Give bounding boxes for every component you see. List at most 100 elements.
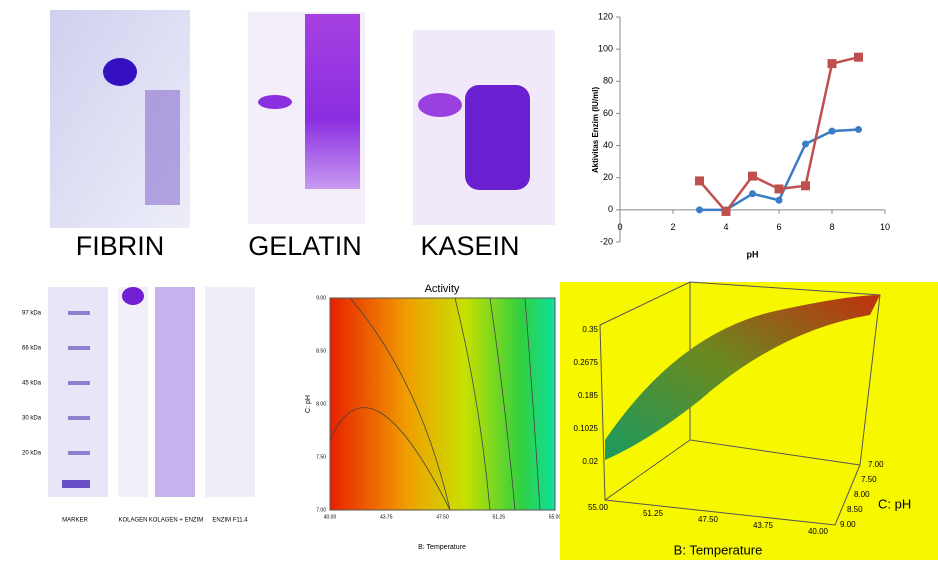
contour-lines (329, 297, 541, 511)
y-axis-label: C: pH (878, 496, 911, 511)
x-tick-label: 8 (829, 222, 834, 232)
y-tick-label: 8.00 (854, 490, 870, 499)
marker-band (62, 480, 90, 488)
x-tick-label: 43.75 (380, 514, 393, 520)
gel-lane (155, 287, 195, 497)
marker-label: 20 kDa (22, 451, 42, 457)
contour-title: Activity (425, 283, 460, 295)
marker (828, 127, 836, 135)
lane-label: MARKER (62, 518, 88, 524)
contour-panel: Activity B: Temperature C: pH (305, 283, 556, 551)
x-axis-label: B: Temperature (674, 542, 763, 557)
y-tick-label: -20 (600, 236, 613, 246)
gel-panels: FIBRIN GELATIN KASEIN (48, 10, 555, 497)
x-tick-label: 6 (776, 222, 781, 232)
y-tick-label: 60 (603, 108, 613, 118)
surface-box (599, 281, 881, 526)
marker (774, 184, 784, 194)
marker-label: 45 kDa (22, 381, 42, 387)
x-tick-label: 55.00 (588, 503, 609, 512)
z-tick-label: 0.2675 (574, 358, 599, 367)
marker (749, 190, 756, 198)
x-tick-label: 2 (670, 222, 675, 232)
marker (801, 181, 810, 191)
x-tick-label: 55.00 (549, 514, 562, 520)
y-tick-label: 100 (598, 44, 613, 54)
x-tick-label: 0 (617, 222, 622, 232)
x-tick-label: 47.50 (436, 514, 449, 520)
band (418, 93, 462, 117)
y-tick-label: 7.00 (868, 460, 884, 469)
gel-lane (118, 287, 148, 497)
x-tick-label: 40.00 (808, 527, 829, 536)
plot-frame (329, 297, 556, 511)
box-edge (604, 282, 861, 501)
y-tick-label: 8.50 (847, 505, 863, 514)
y-axis-label: Aktivitas Enzim (IU/ml) (591, 87, 600, 174)
x-axis-label: B: Temperature (418, 544, 466, 551)
contour-line (329, 407, 451, 511)
y-tick-label: 120 (598, 11, 613, 21)
marker-band (68, 416, 90, 420)
x-tick-label: 51.25 (492, 514, 505, 520)
y-tick-label: 40 (603, 140, 613, 150)
y-tick-label: 20 (603, 172, 613, 182)
marker (748, 171, 757, 181)
y-tick-label: 0 (608, 204, 613, 214)
x-tick-label: 47.50 (698, 515, 719, 524)
marker-band (68, 451, 90, 455)
marker-band (68, 311, 90, 315)
band (103, 58, 137, 86)
y-tick-label: 7.00 (316, 507, 326, 513)
y-tick-label: 80 (603, 76, 613, 86)
y-axis-label: C: pH (305, 395, 312, 413)
contour-line (524, 297, 541, 511)
x-tick-label: 51.25 (643, 509, 664, 518)
gel-label: FIBRIN (76, 231, 165, 261)
x-tick-label: 40.00 (324, 514, 337, 520)
band (258, 95, 292, 109)
y-tick-label: 7.50 (861, 475, 877, 484)
band (122, 287, 144, 305)
marker (855, 126, 862, 133)
y-tick-label: 7.50 (316, 454, 326, 460)
x-tick-label: 43.75 (753, 521, 774, 530)
contour-line (489, 297, 516, 511)
contour-plot (330, 298, 555, 510)
lane-label: KOLAGEN + ENZIM (149, 518, 204, 524)
z-tick-label: 0.1025 (574, 424, 599, 433)
contour-line (454, 297, 491, 511)
z-tick-label: 0.185 (578, 391, 599, 400)
marker-band (68, 346, 90, 350)
gel-label: GELATIN (248, 231, 362, 261)
lane-label: KOLAGEN (118, 518, 147, 524)
z-tick-label: 0.35 (582, 325, 598, 334)
marker (802, 140, 809, 148)
smear (305, 14, 360, 189)
marker-label: 30 kDa (22, 416, 42, 422)
marker (827, 59, 837, 69)
gel-lane (205, 287, 255, 497)
y-tick-label: 9.00 (316, 295, 326, 301)
marker (775, 196, 783, 204)
response-surface (605, 295, 880, 460)
surface-panel: C: pH B: Temperature (560, 281, 938, 560)
y-tick-label: 8.50 (316, 348, 326, 354)
x-axis-label: pH (747, 249, 759, 259)
marker (721, 206, 731, 216)
contour-line (349, 297, 451, 511)
collagen-gel: 97 kDa 66 kDa 45 kDa 30 kDa 20 kDa MARKER KOLA… (22, 311, 248, 524)
contour-ticks: 40.00 43.75 47.50 51.25 55.00 9.00 8.50 8.00 7.5… (316, 295, 561, 520)
smear (465, 85, 530, 190)
marker (696, 206, 703, 214)
smear (145, 90, 180, 205)
marker-label: 97 kDa (22, 311, 42, 317)
gel-marker (48, 287, 108, 497)
marker-band (68, 381, 90, 385)
y-tick-label: 8.00 (316, 401, 326, 407)
marker (695, 176, 704, 186)
gel-label: KASEIN (420, 231, 519, 261)
lane-label: ENZIM F11.4 (212, 518, 248, 524)
x-tick-label: 10 (880, 222, 890, 232)
